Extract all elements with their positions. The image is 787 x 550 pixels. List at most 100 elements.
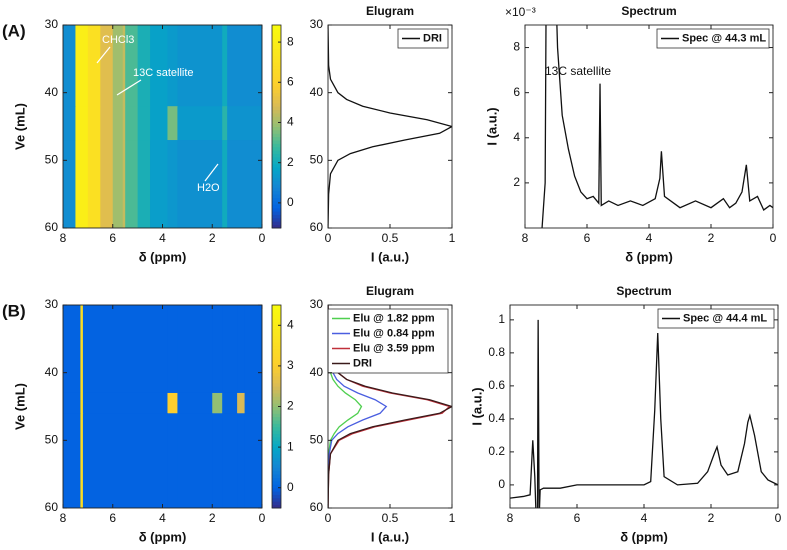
colorbar-stripe (272, 497, 281, 502)
colorbar-stripe (272, 362, 281, 367)
colorbar-stripe (272, 321, 281, 326)
colorbar-stripe (272, 187, 281, 192)
colorbar-tick-label: 0 (287, 195, 294, 209)
heat-cell (75, 25, 89, 107)
colorbar-tick-label: 0 (287, 480, 294, 494)
heat-cell (63, 392, 81, 414)
x-tick-label: 2 (708, 231, 715, 245)
x-tick-label: 6 (574, 511, 581, 525)
heat-cell (112, 25, 124, 107)
y-tick-label: 8 (513, 40, 520, 54)
colorbar-stripe (272, 92, 281, 97)
colorbar-stripe (272, 143, 281, 148)
colorbar-stripe (272, 379, 281, 384)
x-tick-label: 8 (522, 231, 529, 245)
colorbar-tick-label: 8 (287, 34, 294, 48)
colorbar-stripe (272, 167, 281, 171)
data-line (541, 25, 773, 228)
heat-cell (237, 392, 246, 414)
colorbar-stripe (272, 487, 281, 492)
annotation-arrow (116, 79, 142, 96)
colorbar-stripe (272, 406, 281, 411)
heat-cell (100, 106, 114, 141)
colorbar-stripe (272, 423, 281, 428)
colorbar-stripe (272, 221, 281, 226)
annotation-arrow (204, 163, 219, 182)
heat-cell (222, 392, 238, 414)
colorbar-stripe (272, 426, 281, 431)
heat-cell (122, 25, 126, 107)
colorbar-stripe (272, 308, 281, 313)
colorbar-stripe (272, 200, 281, 205)
colorbar-stripe (272, 450, 281, 455)
colorbar-stripe (272, 65, 281, 70)
colorbar-stripe (272, 48, 281, 53)
heat-cell (125, 25, 139, 107)
colorbar-stripe (272, 477, 281, 482)
colorbar-stripe (272, 376, 281, 380)
colorbar-stripe (272, 197, 281, 202)
x-axis-label: δ (ppm) (620, 529, 668, 544)
y-tick-label: 40 (310, 85, 324, 99)
x-tick-label: 0 (325, 511, 332, 525)
colorbar-stripe (272, 184, 281, 188)
colorbar-stripe (272, 460, 281, 465)
colorbar-stripe (272, 348, 281, 353)
colorbar-tick-label: 6 (287, 74, 294, 88)
colorbar-tick-label: 4 (287, 115, 294, 129)
colorbar-stripe (272, 75, 281, 80)
colorbar-stripe (272, 355, 281, 360)
heat-cell (212, 305, 223, 394)
y-tick-label: 40 (45, 365, 59, 379)
heat-cell (244, 413, 262, 508)
y-tick-label: 60 (45, 500, 59, 514)
colorbar-stripe (272, 116, 281, 121)
colorbar-stripe (272, 194, 281, 199)
data-line (328, 25, 452, 228)
colorbar-tick-label: 2 (287, 155, 294, 169)
heat-cell (177, 106, 223, 141)
colorbar-stripe (272, 352, 281, 357)
heat-cell (125, 140, 139, 228)
heat-cell (150, 140, 168, 228)
y-tick-label: 50 (310, 153, 324, 167)
heat-cell (80, 392, 84, 414)
x-tick-label: 4 (646, 231, 653, 245)
colorbar-stripe (272, 190, 281, 195)
y-tick-label: 0.8 (488, 345, 505, 359)
heat-cell (222, 413, 238, 508)
colorbar-stripe (272, 359, 281, 364)
heat-cell (244, 392, 262, 414)
annotation-arrow (96, 46, 111, 64)
colorbar-stripe (272, 484, 281, 489)
heat-cell (167, 392, 178, 414)
legend-label: Spec @ 44.4 mL (683, 312, 767, 324)
colorbar-stripe (272, 372, 281, 377)
heat-cell (227, 25, 262, 107)
colorbar-tick-label: 2 (287, 399, 294, 413)
colorbar-stripe (272, 58, 281, 63)
y-tick-label: 0 (498, 477, 505, 491)
x-tick-label: 2 (708, 511, 715, 525)
y-tick-label: 4 (513, 130, 520, 144)
colorbar-stripe (272, 430, 281, 435)
y-tick-label: 2 (513, 175, 520, 189)
colorbar-stripe (272, 392, 281, 397)
x-tick-label: 0 (259, 231, 266, 245)
heat-cell (177, 305, 213, 394)
heat-cell (227, 106, 262, 141)
heat-cell (150, 25, 168, 107)
colorbar-stripe (272, 413, 281, 418)
y-axis-label: I (a.u.) (484, 107, 499, 145)
colorbar-stripe (272, 211, 281, 215)
colorbar-stripe (272, 453, 281, 458)
colorbar-stripe (272, 102, 281, 107)
heat-cell (112, 106, 124, 141)
plot-area (510, 305, 778, 508)
legend-box (327, 308, 449, 374)
colorbar-stripe (272, 177, 281, 182)
colorbar-stripe (272, 25, 281, 29)
heat-cell (212, 392, 223, 414)
colorbar-stripe (272, 338, 281, 343)
